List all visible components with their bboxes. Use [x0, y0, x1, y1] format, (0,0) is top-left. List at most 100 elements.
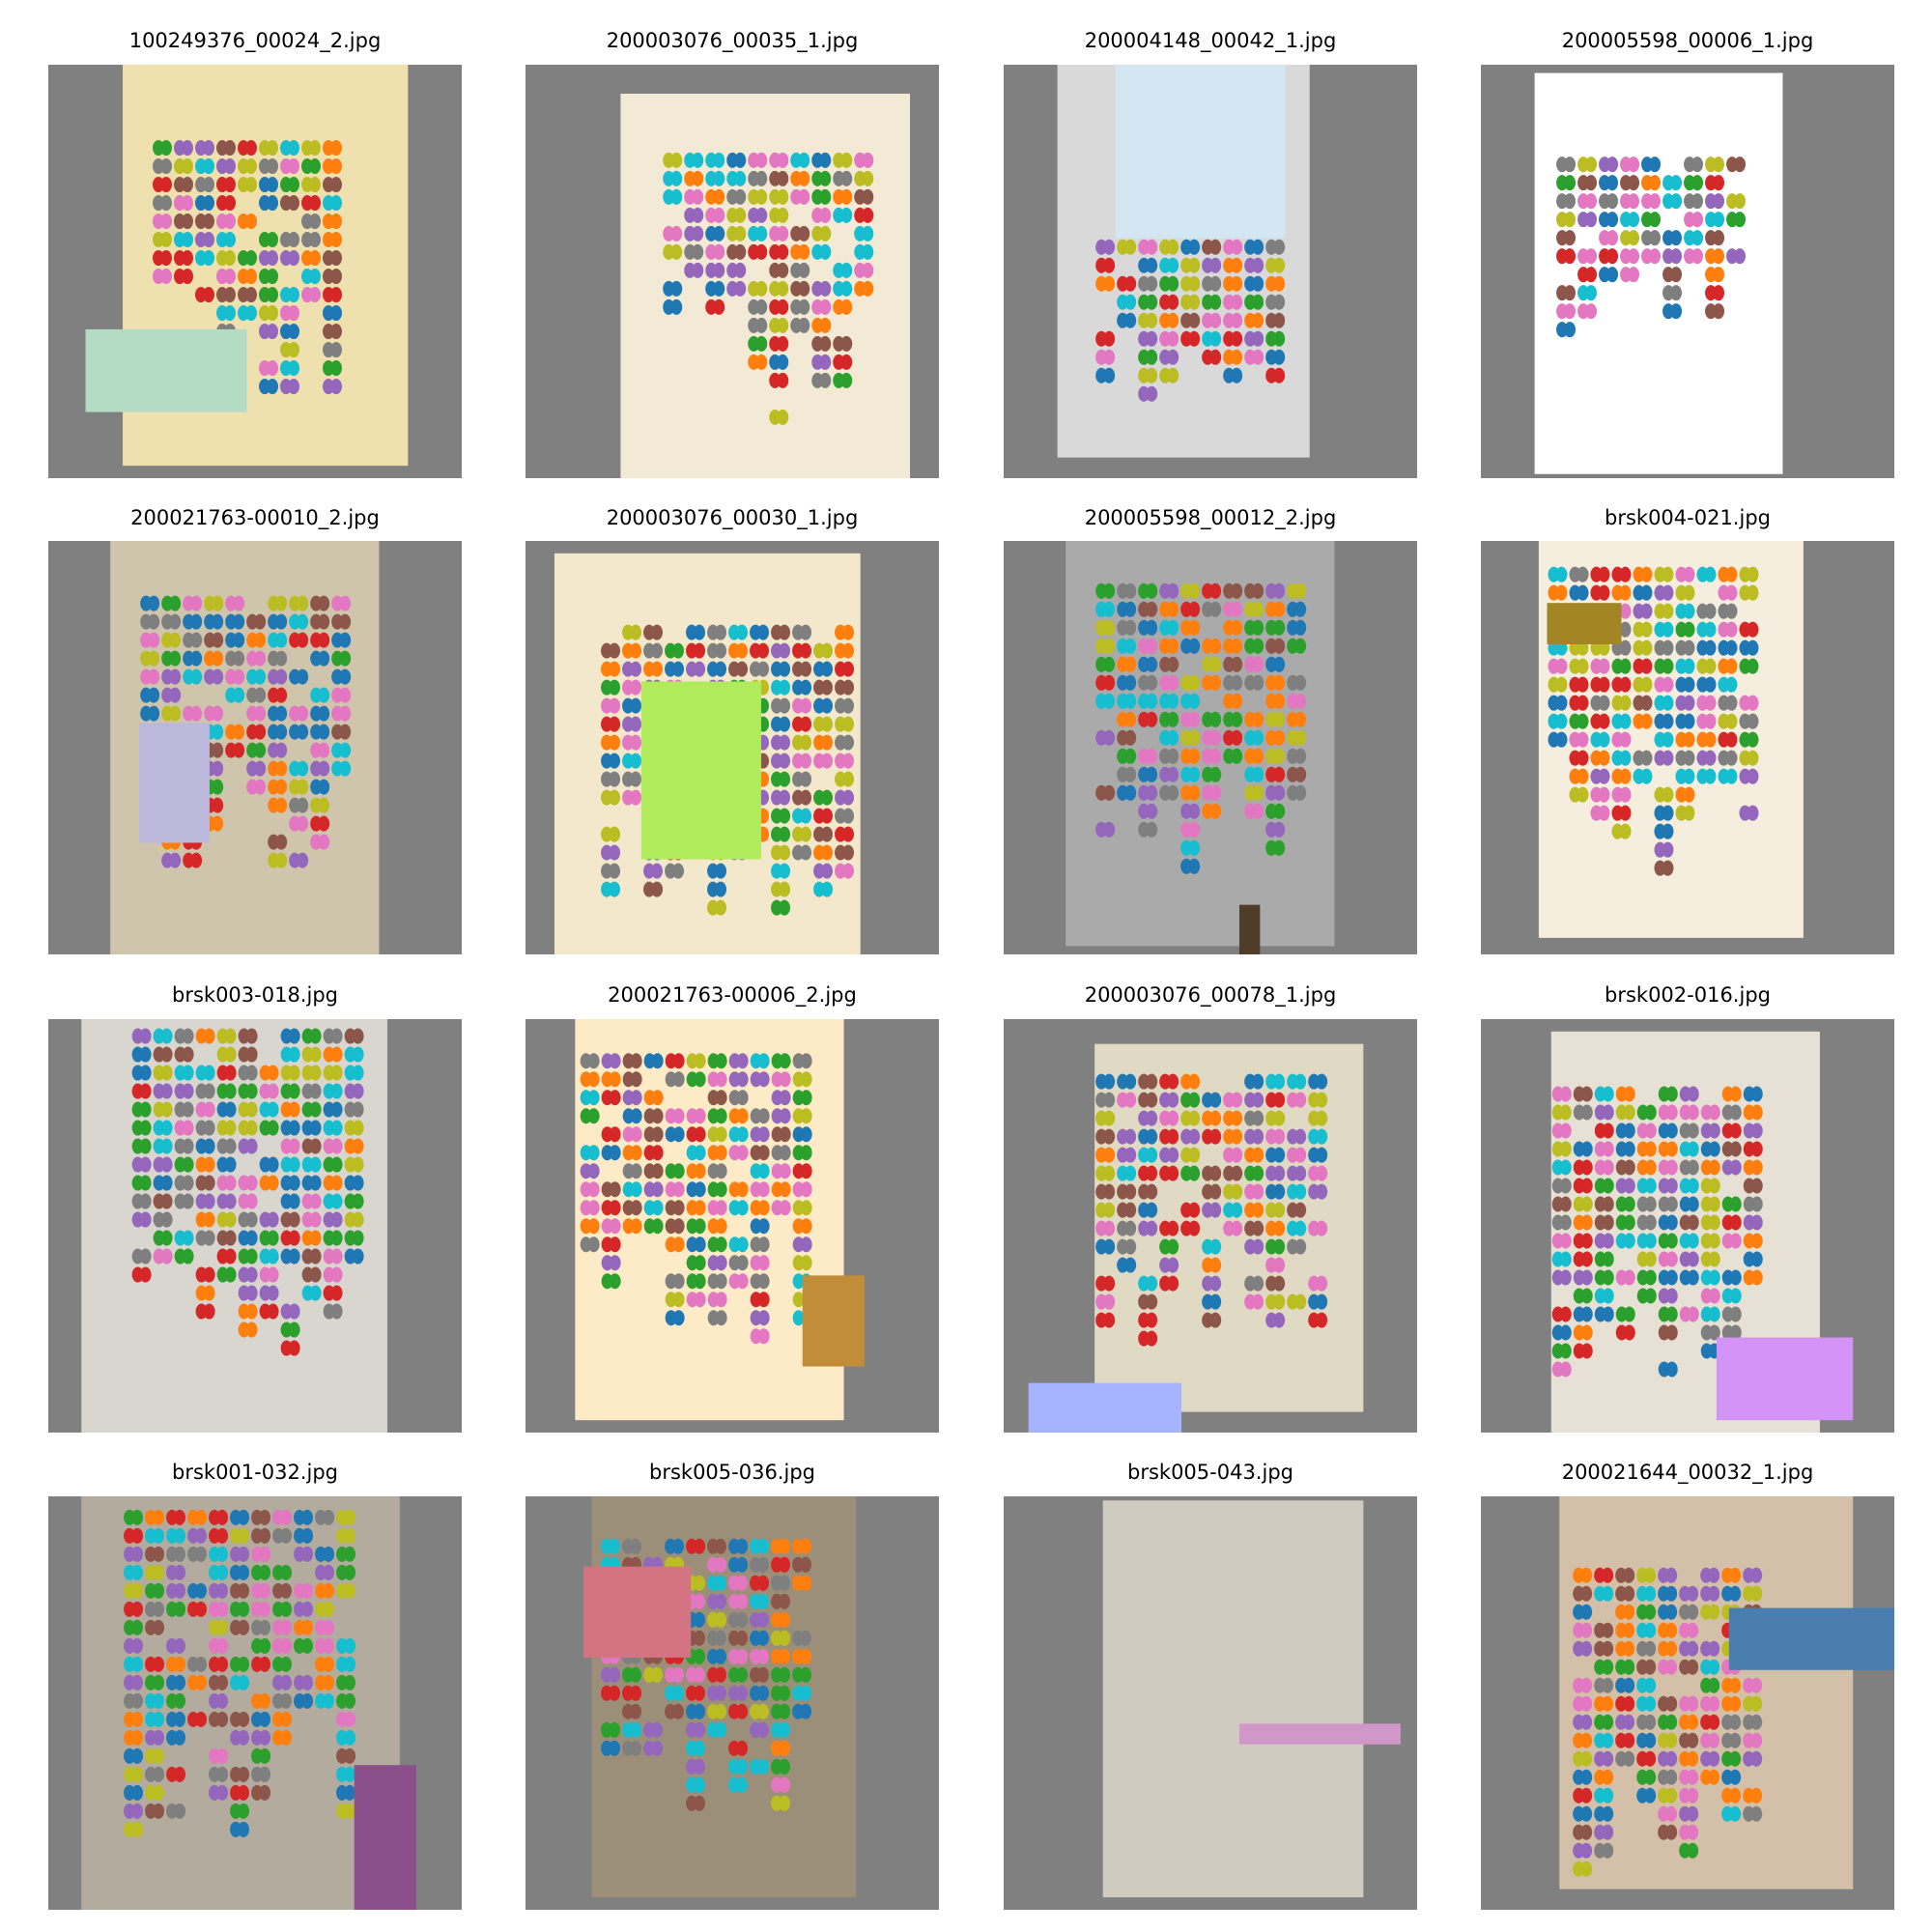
character-marker: [670, 170, 683, 186]
character-marker: [757, 1181, 770, 1198]
character-marker: [777, 262, 789, 278]
character-marker: [288, 1138, 300, 1154]
character-marker: [736, 1053, 749, 1069]
character-marker: [1188, 275, 1201, 292]
character-marker: [309, 1120, 322, 1136]
character-marker: [1729, 1567, 1742, 1583]
character-marker: [1231, 1147, 1243, 1163]
character-marker: [190, 595, 203, 611]
character-marker: [160, 1248, 173, 1264]
character-marker: [1564, 322, 1577, 338]
character-marker: [609, 1236, 621, 1253]
character-marker: [1750, 1269, 1763, 1286]
character-marker: [1708, 1677, 1720, 1693]
character-marker: [736, 1575, 749, 1591]
character-marker: [694, 1236, 706, 1253]
image-title: brsk003-018.jpg: [172, 983, 338, 1007]
character-marker: [344, 1803, 356, 1819]
character-marker: [1167, 330, 1179, 347]
character-marker: [1209, 656, 1222, 672]
character-marker: [1209, 748, 1222, 764]
character-marker: [609, 863, 621, 879]
character-marker: [131, 1527, 144, 1544]
character-marker: [1644, 1677, 1657, 1693]
character-marker: [1555, 695, 1568, 711]
character-marker: [821, 863, 834, 879]
character-marker: [1167, 1147, 1179, 1163]
character-marker: [212, 650, 224, 667]
character-marker: [694, 1273, 706, 1290]
character-marker: [1644, 1159, 1657, 1176]
character-marker: [715, 1071, 727, 1088]
character-marker: [800, 1053, 812, 1069]
character-marker: [245, 1083, 258, 1099]
character-marker: [819, 335, 832, 352]
character-marker: [1683, 731, 1695, 748]
character-marker: [280, 1601, 293, 1617]
character-marker: [1747, 566, 1759, 582]
character-marker: [1167, 766, 1179, 782]
character-marker: [1729, 1306, 1742, 1322]
character-marker: [1555, 676, 1568, 693]
character-marker: [779, 844, 791, 861]
character-marker: [1167, 257, 1179, 273]
character-marker: [330, 1175, 343, 1191]
character-marker: [1273, 748, 1286, 764]
character-marker: [1167, 1073, 1179, 1090]
character-marker: [736, 1273, 749, 1290]
character-marker: [1704, 731, 1717, 748]
character-marker: [1273, 330, 1286, 347]
character-marker: [777, 280, 789, 297]
character-marker: [352, 1156, 364, 1173]
character-marker: [1188, 1128, 1201, 1145]
character-marker: [1713, 193, 1725, 210]
character-marker: [609, 1218, 621, 1235]
character-marker: [1124, 693, 1137, 709]
character-marker: [153, 1582, 165, 1599]
character-marker: [238, 1509, 250, 1525]
character-marker: [755, 317, 768, 333]
character-marker: [1580, 1324, 1593, 1341]
character-marker: [630, 1218, 642, 1235]
character-marker: [1580, 1214, 1593, 1231]
character-marker: [1580, 1251, 1593, 1267]
character-marker: [1683, 768, 1695, 784]
character-marker: [1708, 1269, 1720, 1286]
character-marker: [630, 679, 642, 696]
character-marker: [330, 324, 342, 340]
character-marker: [174, 1766, 186, 1782]
character-marker: [715, 1218, 727, 1235]
character-marker: [212, 760, 224, 777]
character-marker: [1559, 1178, 1572, 1194]
character-marker: [1619, 584, 1632, 601]
character-marker: [267, 1285, 279, 1301]
character-marker: [779, 679, 791, 696]
character-marker: [297, 760, 309, 777]
character-marker: [318, 687, 330, 703]
character-marker: [216, 1674, 229, 1690]
character-marker: [245, 1321, 258, 1338]
character-marker: [275, 760, 288, 777]
character-marker: [1750, 1714, 1763, 1730]
character-marker: [1623, 1567, 1635, 1583]
character-marker: [212, 632, 224, 648]
character-marker: [1209, 1293, 1222, 1310]
character-marker: [169, 705, 182, 722]
character-marker: [1747, 731, 1759, 748]
character-marker: [1623, 1677, 1635, 1693]
character-marker: [1146, 803, 1158, 819]
character-marker: [800, 697, 812, 714]
character-marker: [301, 1637, 314, 1654]
character-marker: [800, 1236, 812, 1253]
character-marker: [1623, 1640, 1635, 1657]
character-marker: [344, 1656, 356, 1672]
character-marker: [1619, 805, 1632, 821]
character-marker: [672, 1273, 685, 1290]
character-marker: [1729, 1086, 1742, 1102]
character-marker: [1188, 1073, 1201, 1090]
character-marker: [1231, 748, 1243, 764]
character-marker: [1209, 1275, 1222, 1292]
character-marker: [288, 1101, 300, 1118]
character-marker: [840, 298, 853, 315]
character-marker: [1231, 638, 1243, 654]
